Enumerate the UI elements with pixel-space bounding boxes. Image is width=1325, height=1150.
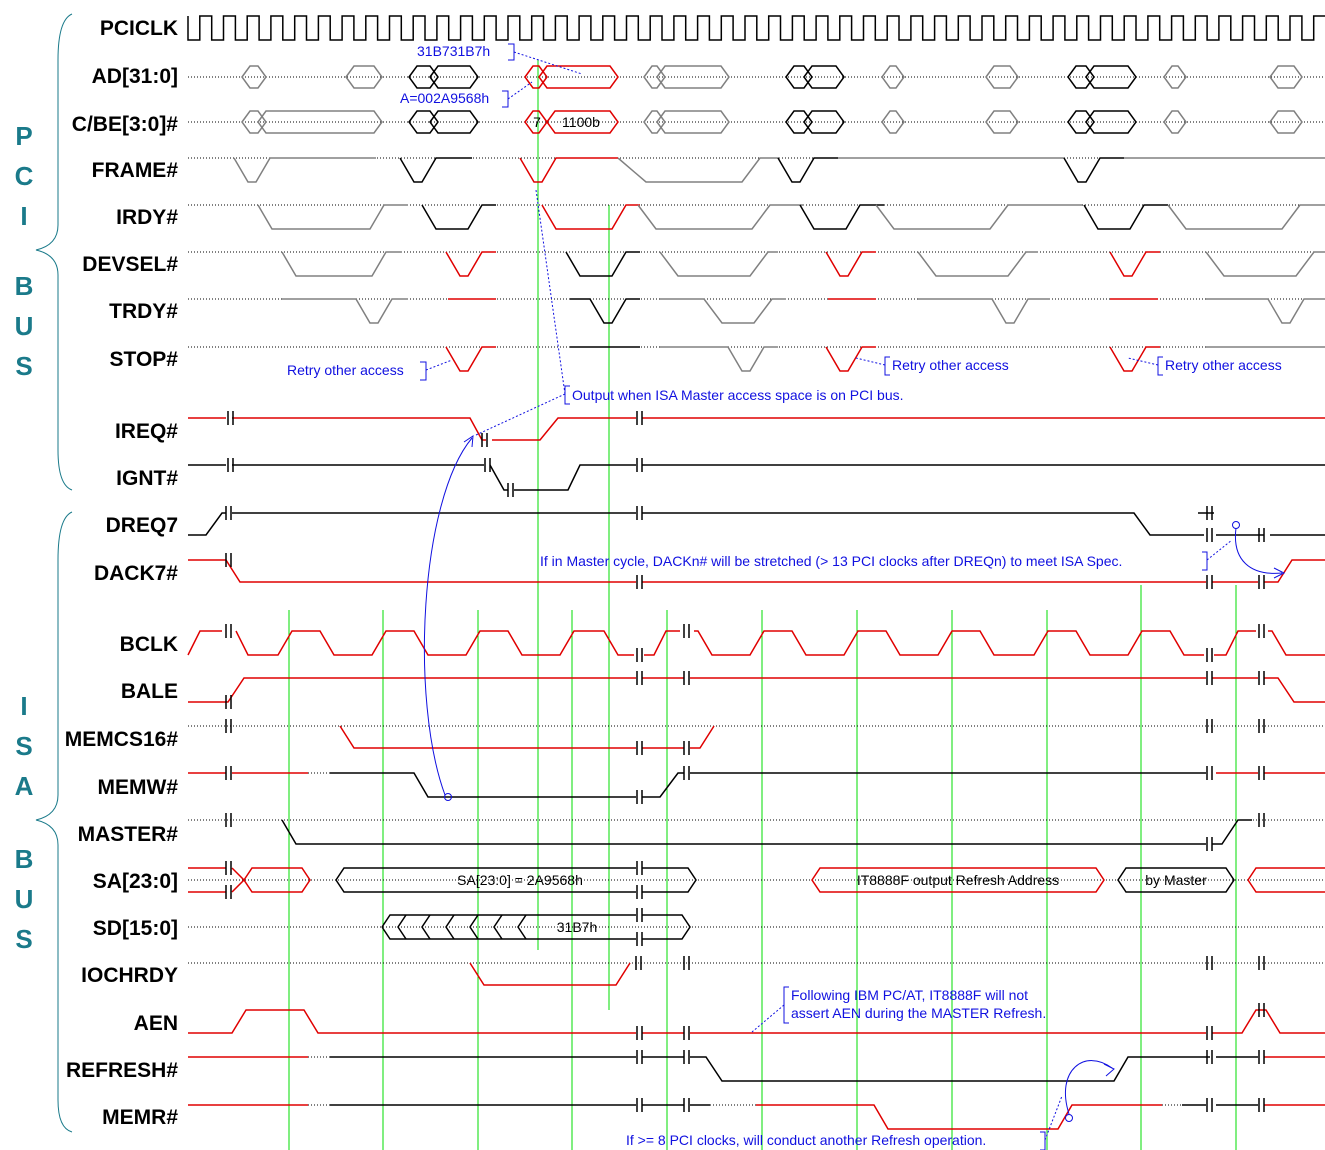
retry-annotation-1: Retry other access [287, 362, 404, 378]
svg-text:A: A [15, 771, 34, 801]
signal-label-dack7: DACK7# [94, 562, 178, 585]
signal-label-aen: AEN [134, 1012, 178, 1035]
pci-bus-label: P C I B U S [15, 121, 34, 381]
isa-bus-label: I S A B U S [15, 691, 34, 954]
signal-label-devsel: DEVSEL# [82, 253, 178, 276]
pci-bus-bracket [35, 13, 73, 491]
svg-text:S: S [15, 351, 32, 381]
ad-address-annotation: A=002A9568h [400, 90, 489, 106]
signal-label-ignt: IGNT# [116, 467, 178, 490]
wave-pciclk [187, 15, 1325, 41]
sd-data-value: 31B7h [557, 919, 597, 935]
wave-stop [188, 346, 1325, 372]
wave-aen [188, 1003, 1325, 1040]
wave-cbe [188, 110, 1325, 134]
wave-devsel [188, 251, 1325, 277]
wave-refresh [188, 1050, 1325, 1082]
sa-master-value: by Master [1145, 872, 1207, 888]
signal-label-bclk: BCLK [120, 633, 178, 656]
wave-sd [188, 908, 1325, 946]
signal-label-ireq: IREQ# [115, 420, 178, 443]
wave-memw [188, 766, 1325, 804]
dack-annotation: If in Master cycle, DACKn# will be stret… [540, 553, 1122, 569]
signal-label-ad: AD[31:0] [92, 65, 178, 88]
isa-bus-bracket [35, 511, 73, 1133]
wave-dack7 [188, 553, 1325, 589]
signal-label-dreq7: DREQ7 [106, 514, 178, 537]
wave-memr [188, 1098, 1325, 1130]
signal-label-memw: MEMW# [98, 776, 179, 799]
aen-annotation-line2: assert AEN during the MASTER Refresh. [791, 1005, 1046, 1021]
signal-label-trdy: TRDY# [109, 300, 178, 323]
svg-text:B: B [15, 844, 34, 874]
signal-label-stop: STOP# [110, 348, 179, 371]
svg-text:B: B [15, 271, 34, 301]
svg-text:P: P [15, 121, 32, 151]
signal-label-sd: SD[15:0] [93, 917, 178, 940]
ad-data-annotation: 31B731B7h [417, 43, 490, 59]
signal-label-sa: SA[23:0] [93, 870, 178, 893]
wave-trdy [188, 298, 1325, 324]
signal-names: PCICLK AD[31:0] C/BE[3:0]# FRAME# IRDY# … [65, 17, 179, 1129]
wave-dreq7 [188, 506, 1325, 542]
wave-bclk [187, 624, 1325, 662]
wave-iochrdy [188, 956, 1325, 986]
wave-bale [188, 671, 1325, 709]
sa-refresh-value: IT8888F output Refresh Address [857, 872, 1059, 888]
cbe-command-value: 7 [533, 114, 541, 130]
retry-annotation-3: Retry other access [1165, 357, 1282, 373]
svg-text:C: C [15, 161, 34, 191]
retry-annotation-2: Retry other access [892, 357, 1009, 373]
signal-label-cbe: C/BE[3:0]# [72, 113, 179, 136]
refresh-annotation: If >= 8 PCI clocks, will conduct another… [626, 1132, 986, 1148]
signal-label-memr: MEMR# [102, 1106, 178, 1129]
wave-memcs16 [188, 719, 1325, 755]
output-isa-annotation: Output when ISA Master access space is o… [572, 387, 904, 403]
svg-text:I: I [20, 691, 27, 721]
signal-label-bale: BALE [121, 680, 178, 703]
signal-label-refresh: REFRESH# [66, 1059, 178, 1082]
signal-label-frame: FRAME# [92, 159, 179, 182]
signal-label-master: MASTER# [78, 823, 179, 846]
wave-ignt [188, 458, 1325, 497]
signal-label-pciclk: PCICLK [100, 17, 178, 40]
svg-text:S: S [15, 731, 32, 761]
svg-text:S: S [15, 924, 32, 954]
signal-label-memcs16: MEMCS16# [65, 728, 179, 751]
svg-text:U: U [15, 311, 34, 341]
annotations: 31B731B7h A=002A9568h Retry other access… [287, 43, 1286, 1150]
wave-master [188, 813, 1325, 851]
wave-irdy [188, 204, 1325, 230]
wave-sa [188, 861, 1325, 899]
sa-address-value: SA[23:0] = 2A9568h [457, 872, 583, 888]
signal-label-iochrdy: IOCHRDY [81, 964, 178, 987]
wave-ad [188, 65, 1325, 89]
wave-frame [188, 157, 1325, 183]
signal-label-irdy: IRDY# [116, 206, 178, 229]
cbe-byte-enable-value: 1100b [562, 114, 600, 130]
svg-text:I: I [20, 201, 27, 231]
aen-annotation-line1: Following IBM PC/AT, IT8888F will not [791, 987, 1028, 1003]
wave-ireq [188, 411, 1325, 447]
bus-values: 7 1100b SA[23:0] = 2A9568h IT8888F outpu… [457, 114, 1207, 935]
svg-text:U: U [15, 884, 34, 914]
